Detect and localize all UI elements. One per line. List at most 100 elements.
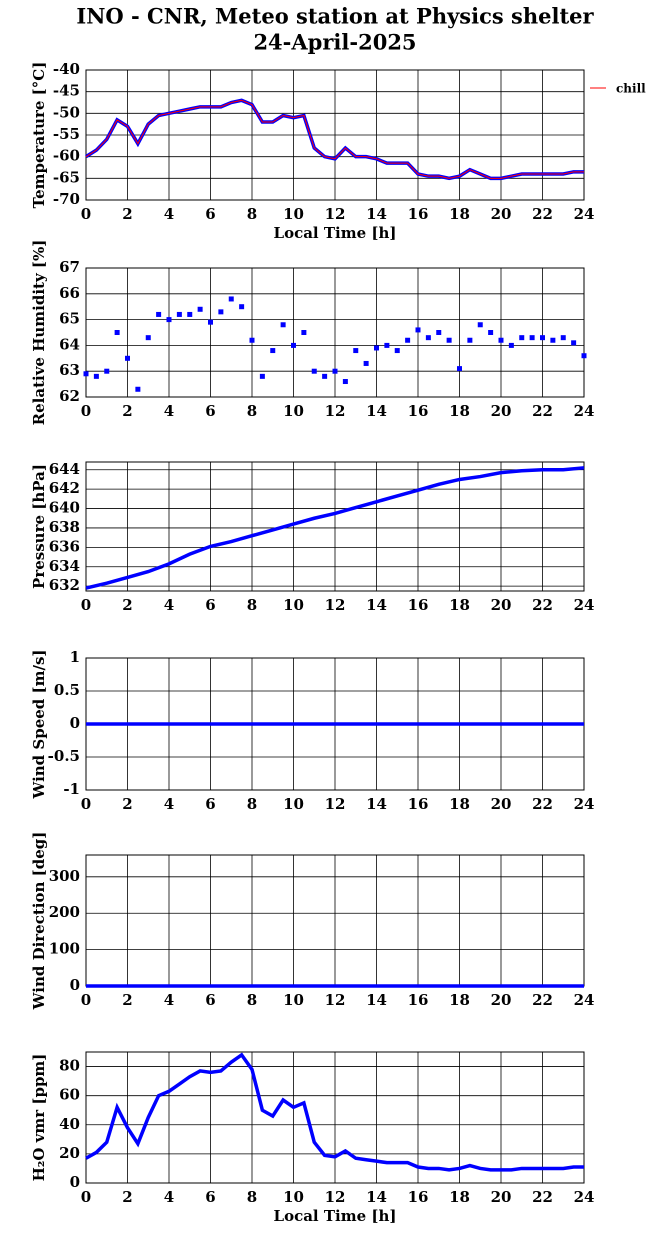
x-tick-label: 12	[325, 402, 346, 420]
plot-frame	[85, 461, 585, 592]
x-tick-label: 0	[81, 795, 91, 813]
x-tick-label: 22	[532, 205, 553, 223]
data-point	[176, 311, 182, 317]
data-point	[322, 373, 328, 379]
y-axis-label: Wind Direction [deg]	[30, 832, 48, 1011]
y-tick-label: 200	[49, 903, 80, 921]
y-tick-label: -70	[53, 190, 80, 208]
series-line	[85, 1052, 584, 1172]
x-tick-label: 24	[574, 795, 595, 813]
plot-frame	[85, 267, 585, 398]
data-point	[446, 337, 452, 343]
x-axis-label: Local Time [h]	[274, 1207, 397, 1225]
x-tick-label: 8	[247, 795, 257, 813]
y-tick-label: -50	[53, 103, 80, 121]
data-point	[498, 337, 504, 343]
title: INO - CNR, Meteo station at Physics shel…	[76, 4, 594, 29]
data-point	[374, 345, 379, 351]
data-point	[488, 330, 494, 335]
y-tick-label: -0.5	[48, 747, 80, 765]
x-tick-label: 22	[532, 795, 553, 813]
x-tick-label: 10	[283, 1188, 304, 1206]
y-tick-label: 0.5	[54, 681, 80, 699]
data-point	[519, 335, 525, 341]
x-tick-label: 4	[164, 596, 174, 614]
data-point	[228, 296, 234, 302]
x-tick-label: 20	[491, 795, 512, 813]
x-tick-label: 22	[532, 991, 553, 1009]
x-tick-label: 20	[491, 205, 512, 223]
x-tick-label: 16	[408, 795, 429, 813]
data-point	[394, 348, 400, 354]
x-tick-label: 4	[164, 402, 174, 420]
x-tick-label: 12	[325, 596, 346, 614]
x-tick-label: 4	[164, 795, 174, 813]
y-tick-label: 644	[49, 460, 80, 478]
x-tick-label: 16	[408, 205, 429, 223]
x-tick-label: 8	[247, 991, 257, 1009]
x-tick-label: 12	[325, 1188, 346, 1206]
data-point	[166, 317, 172, 323]
x-tick-label: 18	[449, 991, 470, 1009]
x-tick-label: 8	[247, 205, 257, 223]
x-tick-label: 12	[325, 991, 346, 1009]
data-point	[353, 348, 359, 354]
x-tick-label: 20	[491, 991, 512, 1009]
series-line	[85, 466, 585, 590]
data-point	[93, 373, 99, 379]
y-tick-label: -40	[53, 60, 80, 78]
data-point	[436, 330, 442, 335]
data-point	[363, 360, 369, 366]
data-point	[301, 330, 307, 335]
plot-frame	[85, 1051, 585, 1184]
data-point	[529, 335, 535, 341]
x-tick-label: 24	[574, 402, 595, 420]
y-tick-label: 300	[49, 867, 80, 885]
x-tick-label: 14	[366, 402, 387, 420]
y-tick-label: -45	[53, 82, 80, 100]
data-point	[425, 335, 431, 341]
data-point	[415, 327, 421, 333]
data-point	[249, 337, 255, 343]
x-tick-label: 12	[325, 205, 346, 223]
data-point	[405, 337, 411, 343]
date: 24-April-2025	[253, 30, 416, 55]
y-axis-label: H₂O vmr [ppm]	[30, 1054, 48, 1182]
y-tick-label: 640	[49, 499, 80, 517]
x-tick-label: 24	[574, 1188, 595, 1206]
y-tick-label: 40	[59, 1115, 80, 1133]
x-tick-label: 2	[122, 596, 132, 614]
x-tick-label: 14	[366, 205, 387, 223]
y-tick-label: 63	[59, 361, 80, 379]
legend-label: chill	[616, 82, 646, 96]
data-point	[477, 322, 483, 328]
y-tick-label: 638	[49, 518, 80, 536]
y-tick-label: 100	[49, 940, 80, 958]
x-tick-label: 2	[122, 991, 132, 1009]
y-tick-label: 80	[59, 1057, 80, 1075]
data-point	[187, 311, 193, 317]
y-tick-label: 642	[49, 479, 80, 497]
x-tick-label: 6	[205, 795, 215, 813]
x-tick-label: 10	[283, 596, 304, 614]
x-tick-label: 12	[325, 795, 346, 813]
data-point	[83, 371, 89, 377]
data-point	[145, 335, 151, 341]
x-tick-label: 0	[81, 205, 91, 223]
data-point	[332, 368, 338, 374]
data-point	[550, 337, 556, 343]
x-tick-label: 10	[283, 402, 304, 420]
data-point	[384, 342, 390, 348]
x-tick-label: 24	[574, 991, 595, 1009]
x-tick-label: 10	[283, 205, 304, 223]
data-point	[114, 330, 120, 335]
y-axis-label: Wind Speed [m/s]	[30, 649, 48, 799]
y-tick-label: 1	[70, 648, 80, 666]
data-point	[239, 304, 245, 310]
data-point	[581, 353, 587, 359]
y-tick-label: 20	[59, 1144, 80, 1162]
x-tick-label: 10	[283, 795, 304, 813]
y-tick-label: -60	[53, 147, 80, 165]
data-point	[540, 335, 545, 341]
